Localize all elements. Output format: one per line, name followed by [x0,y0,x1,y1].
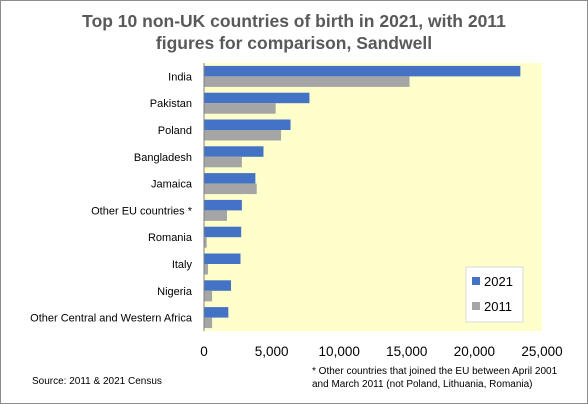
category-label: Pakistan [150,98,192,110]
category-label: Poland [158,125,192,137]
bar-2021-0 [204,65,521,77]
category-label: Nigeria [157,286,193,298]
chart-title-line-2: figures for comparison, Sandwell [155,33,433,53]
x-tick-label: 25,000 [521,344,562,359]
bar-2011-4 [204,183,257,195]
legend-swatch-2021 [472,277,480,285]
eu-footnote-line-2: and March 2011 (not Poland, Lithuania, R… [312,379,533,390]
bar-2021-9 [204,307,229,318]
x-tick-label: 5,000 [255,344,289,359]
bar-2011-5 [204,210,227,221]
bar-2011-2 [204,130,282,141]
category-label: Romania [148,232,193,244]
source-note: Source: 2011 & 2021 Census [32,376,162,387]
bar-2011-9 [204,317,213,329]
category-label: Bangladesh [134,152,192,164]
category-label: Jamaica [151,179,193,191]
bar-2011-6 [204,237,207,248]
bar-2021-1 [204,92,310,104]
legend-label-2021: 2021 [484,274,513,289]
eu-footnote-line-1: * Other countries that joined the EU bet… [312,366,558,377]
bar-2011-0 [204,76,410,87]
bar-2021-2 [204,119,291,130]
legend-box [465,266,524,323]
x-tick-label: 10,000 [319,344,360,359]
bar-2011-1 [204,103,276,114]
bar-2011-7 [204,264,209,275]
chart-title-line-1: Top 10 non-UK countries of birth in 2021… [82,11,506,31]
chart-title: Top 10 non-UK countries of birth in 2021… [1,10,587,54]
legend-label-2011: 2011 [484,299,512,314]
bar-2021-3 [204,146,264,157]
bar-2021-5 [204,199,242,211]
bar-2021-4 [204,173,256,184]
eu-footnote: * Other countries that joined the EU bet… [312,365,584,391]
bar-2011-3 [204,156,242,168]
category-label: Other Central and Western Africa [30,313,193,325]
x-tick-label: 0 [200,344,208,359]
bar-2011-8 [204,290,213,302]
x-tick-label: 20,000 [454,344,495,359]
category-label: Italy [172,259,193,271]
bar-2021-7 [204,253,241,264]
bar-2021-8 [204,280,232,291]
bar-2021-6 [204,226,242,238]
category-label: India [168,71,193,83]
category-label: Other EU countries * [91,205,193,217]
x-tick-label: 15,000 [386,344,427,359]
legend-swatch-2011 [472,302,480,310]
